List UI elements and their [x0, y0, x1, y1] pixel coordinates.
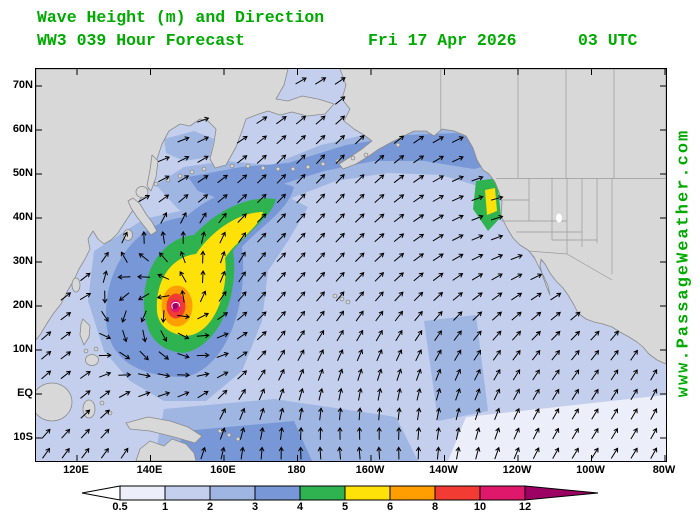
colorbar-segment — [434, 485, 481, 501]
watermark-url: www.PassageWeather.com — [674, 128, 694, 398]
lat-label: 10S — [13, 431, 33, 443]
map-title: Wave Height (m) and Direction — [37, 8, 325, 27]
lat-label: 50N — [12, 167, 33, 179]
colorbar-scale — [81, 485, 599, 501]
header: Wave Height (m) and Direction WW3 039 Ho… — [37, 6, 697, 64]
colorbar-segment — [344, 485, 391, 501]
valid-time: 03 UTC — [578, 31, 638, 50]
colorbar-segment — [119, 485, 166, 501]
lon-label: 80W — [652, 464, 676, 476]
lat-label: 30N — [12, 255, 33, 267]
pacific-wave-map — [36, 69, 666, 461]
lat-label: 70N — [12, 79, 33, 91]
colorbar-segment — [389, 485, 436, 501]
colorbar-segment — [209, 485, 256, 501]
lon-label: 180 — [287, 464, 306, 476]
valid-date: Fri 17 Apr 2026 — [368, 31, 517, 50]
lon-label: 120W — [502, 464, 532, 476]
lat-label: EQ — [17, 387, 33, 399]
colorbar-arrow-high — [524, 485, 599, 501]
lon-label: 120E — [63, 464, 89, 476]
colorbar-segment — [254, 485, 301, 501]
political-borders — [440, 69, 666, 281]
lon-label: 140W — [429, 464, 458, 476]
lat-label: 40N — [12, 211, 33, 223]
lat-label: 60N — [12, 123, 33, 135]
wave-height-field — [88, 127, 666, 461]
lon-label: 160W — [355, 464, 385, 476]
forecast-hour-label: WW3 039 Hour Forecast — [37, 31, 245, 50]
lon-label: 100W — [576, 464, 605, 476]
lat-label: 20N — [12, 299, 33, 311]
lon-label: 160E — [210, 464, 236, 476]
wave-direction-arrows — [41, 77, 658, 460]
map-frame — [35, 68, 667, 462]
colorbar-segment — [479, 485, 526, 501]
colorbar-arrow-low — [81, 485, 121, 501]
axis-ticks — [36, 69, 666, 461]
colorbar-segment — [299, 485, 346, 501]
lat-label: 10N — [12, 343, 33, 355]
storm-center — [172, 302, 178, 310]
lon-label: 140E — [136, 464, 163, 476]
colorbar-segment — [164, 485, 211, 501]
great-salt-lake — [556, 213, 562, 223]
